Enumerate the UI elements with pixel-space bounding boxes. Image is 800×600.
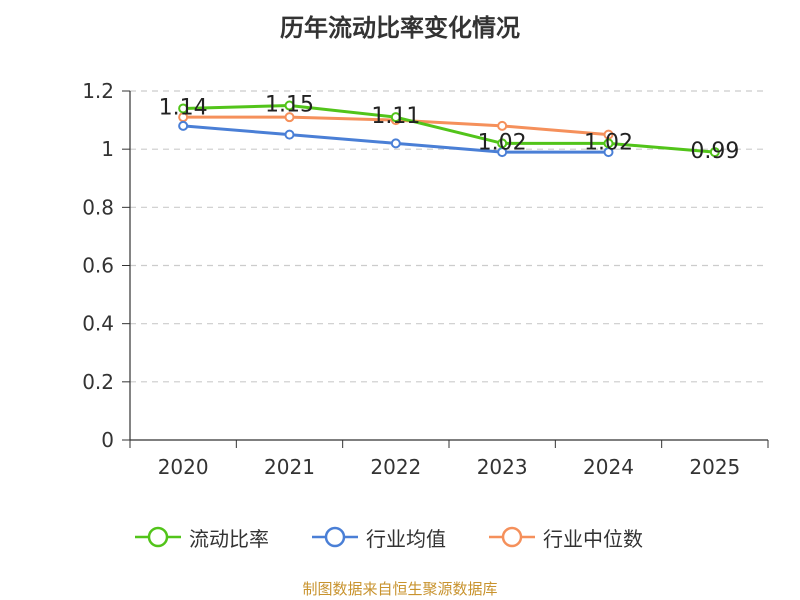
data-label: 0.99: [690, 139, 739, 164]
data-label: 1.02: [584, 130, 633, 155]
legend-swatch-icon: [489, 526, 535, 548]
legend: 流动比率 行业均值 行业中位数: [0, 520, 800, 554]
y-tick-label: 0: [101, 428, 114, 452]
data-label: 1.14: [159, 95, 208, 120]
x-tick-label: 2022: [370, 455, 421, 479]
data-labels: 1.14 1.15 1.11 1.02 1.02 0.99: [159, 93, 740, 165]
data-label: 1.11: [371, 104, 420, 129]
y-tick-label: 0.6: [82, 254, 114, 278]
legend-label: 行业中位数: [543, 526, 643, 551]
data-point: [603, 138, 614, 149]
x-tick-label: 2021: [264, 455, 315, 479]
legend-item-current-ratio[interactable]: 流动比率: [133, 520, 269, 554]
legend-label: 行业均值: [366, 526, 446, 551]
axes: 0 0.2 0.4 0.6 0.8 1 1.2 2020 2021 2022 2023 2024 202…: [82, 79, 769, 479]
data-point: [497, 138, 508, 149]
x-tick-label: 2025: [689, 455, 740, 479]
x-tick-label: 2020: [158, 455, 209, 479]
legend-swatch-icon: [312, 526, 358, 548]
data-point: [709, 147, 720, 158]
data-point: [284, 129, 295, 140]
data-label: 1.15: [265, 93, 314, 118]
data-point: [390, 138, 401, 149]
legend-item-industry-mean[interactable]: 行业均值: [310, 520, 446, 554]
data-point: [178, 120, 189, 131]
x-tick-label: 2024: [583, 455, 634, 479]
y-tick-label: 1: [101, 137, 114, 161]
grid-lines: [130, 90, 768, 383]
series-lines: [178, 100, 720, 158]
y-tick-label: 0.2: [82, 370, 114, 394]
data-label: 1.02: [478, 130, 527, 155]
source-note: 制图数据来自恒生聚源数据库: [302, 580, 498, 598]
x-tick-label: 2023: [477, 455, 528, 479]
legend-label: 流动比率: [189, 526, 269, 551]
y-tick-label: 0.4: [82, 312, 114, 336]
data-point: [497, 120, 508, 131]
legend-item-industry-median[interactable]: 行业中位数: [487, 520, 643, 554]
y-tick-label: 0.8: [82, 195, 114, 219]
data-point: [178, 103, 189, 114]
chart-title: 历年流动比率变化情况: [280, 14, 520, 42]
legend-swatch-icon: [135, 526, 181, 548]
data-point: [284, 112, 295, 123]
y-tick-label: 1.2: [82, 79, 114, 103]
data-point: [284, 100, 295, 111]
series-line: [183, 104, 715, 154]
data-point: [390, 112, 401, 123]
